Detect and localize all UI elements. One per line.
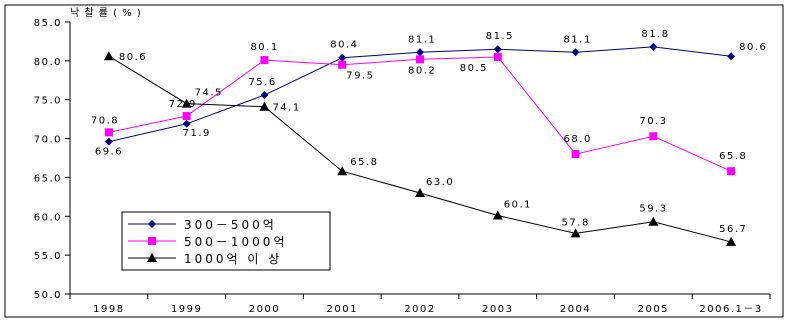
- data-label: 72.9: [169, 99, 197, 110]
- y-tick-label: 50.0: [34, 290, 62, 301]
- data-point-square: [416, 55, 424, 64]
- legend: 300－500억 500－1000억 1000억 이 상: [121, 211, 331, 271]
- data-point-triangle: [570, 228, 581, 238]
- legend-label: 500－1000억: [184, 235, 287, 249]
- data-point-square: [104, 128, 113, 137]
- x-tick-label: 1999: [171, 304, 202, 315]
- x-tick-label: 2003: [482, 304, 513, 315]
- legend-label: 300－500억: [184, 218, 277, 232]
- y-tick-label: 70.0: [34, 135, 62, 146]
- data-point-square: [338, 60, 347, 69]
- data-point-diamond: [104, 137, 113, 146]
- y-tick-label: 75.0: [34, 96, 62, 107]
- data-label: 80.6: [739, 42, 767, 53]
- x-tick-label: 2000: [249, 304, 280, 315]
- data-label: 65.8: [719, 151, 747, 162]
- data-point-square: [649, 132, 658, 141]
- data-label: 65.8: [350, 157, 378, 168]
- data-label: 56.7: [719, 224, 747, 235]
- data-point-square: [182, 112, 191, 121]
- axes: 50.0 55.0 60.0 65.0 70.0 75.0 80.0 85.0 1998 1999…: [34, 18, 771, 315]
- x-tick-label: 1998: [93, 304, 124, 315]
- data-label: 80.1: [250, 42, 278, 53]
- data-point-square: [260, 56, 269, 65]
- data-point-diamond: [727, 52, 736, 61]
- data-point-diamond: [182, 119, 191, 128]
- x-tick-label: 2002: [404, 304, 435, 315]
- data-labels: 69.6 71.9 75.6 80.4 81.1 81.5 81.1 81.8 80.6 70.8…: [91, 29, 767, 235]
- data-point-triangle: [337, 166, 348, 176]
- data-point-triangle: [415, 187, 425, 197]
- x-tick-label: 2006.1－3: [699, 304, 762, 315]
- data-point-diamond: [571, 48, 580, 57]
- y-axis-title: 낙 찰 률 ( % ): [70, 7, 142, 19]
- data-label: 69.6: [95, 147, 123, 158]
- data-point-square: [727, 167, 736, 176]
- data-point-triangle: [492, 210, 503, 220]
- data-label: 60.1: [504, 200, 532, 211]
- data-label: 74.1: [272, 103, 300, 114]
- data-label: 71.9: [183, 128, 211, 139]
- data-label: 75.6: [248, 77, 276, 88]
- data-label: 80.4: [330, 40, 358, 51]
- x-tick-label: 2004: [560, 304, 591, 315]
- y-tick-label: 85.0: [34, 18, 62, 29]
- data-label: 81.8: [641, 29, 669, 40]
- data-label: 79.5: [346, 71, 374, 82]
- data-point-triangle: [103, 51, 114, 61]
- data-point-diamond: [338, 53, 347, 62]
- data-point-triangle: [648, 216, 659, 226]
- data-point-triangle: [259, 101, 270, 111]
- data-label: 74.5: [195, 88, 223, 99]
- data-label: 80.6: [119, 52, 147, 63]
- data-label: 68.0: [564, 134, 592, 145]
- series-markers: [103, 42, 737, 246]
- data-label: 57.8: [562, 217, 590, 228]
- x-tick-label: 2001: [326, 304, 357, 315]
- data-point-triangle: [147, 253, 157, 262]
- y-tick-label: 55.0: [34, 251, 62, 262]
- data-point-diamond: [649, 42, 658, 51]
- data-label: 81.5: [486, 31, 514, 42]
- x-tick-label: 2005: [638, 304, 669, 315]
- data-label: 70.3: [639, 116, 667, 127]
- data-label: 81.1: [408, 34, 436, 45]
- y-tick-label: 65.0: [34, 173, 62, 184]
- data-label: 80.2: [408, 65, 436, 76]
- data-point-triangle: [726, 236, 737, 246]
- y-tick-label: 80.0: [34, 57, 62, 68]
- data-label: 80.5: [460, 63, 488, 74]
- data-point-square: [148, 237, 156, 245]
- data-label: 63.0: [426, 177, 454, 188]
- data-point-diamond: [260, 91, 269, 100]
- y-tick-label: 60.0: [34, 212, 62, 223]
- data-point-diamond: [493, 45, 502, 54]
- data-point-square: [571, 150, 580, 159]
- legend-label: 1000억 이 상: [184, 252, 282, 266]
- data-label: 70.8: [91, 115, 119, 126]
- data-point-triangle: [181, 98, 192, 108]
- data-point-diamond: [148, 220, 156, 228]
- data-label: 81.1: [564, 34, 592, 45]
- data-point-diamond: [416, 48, 424, 57]
- data-point-square: [493, 52, 502, 61]
- data-label: 59.3: [639, 204, 667, 215]
